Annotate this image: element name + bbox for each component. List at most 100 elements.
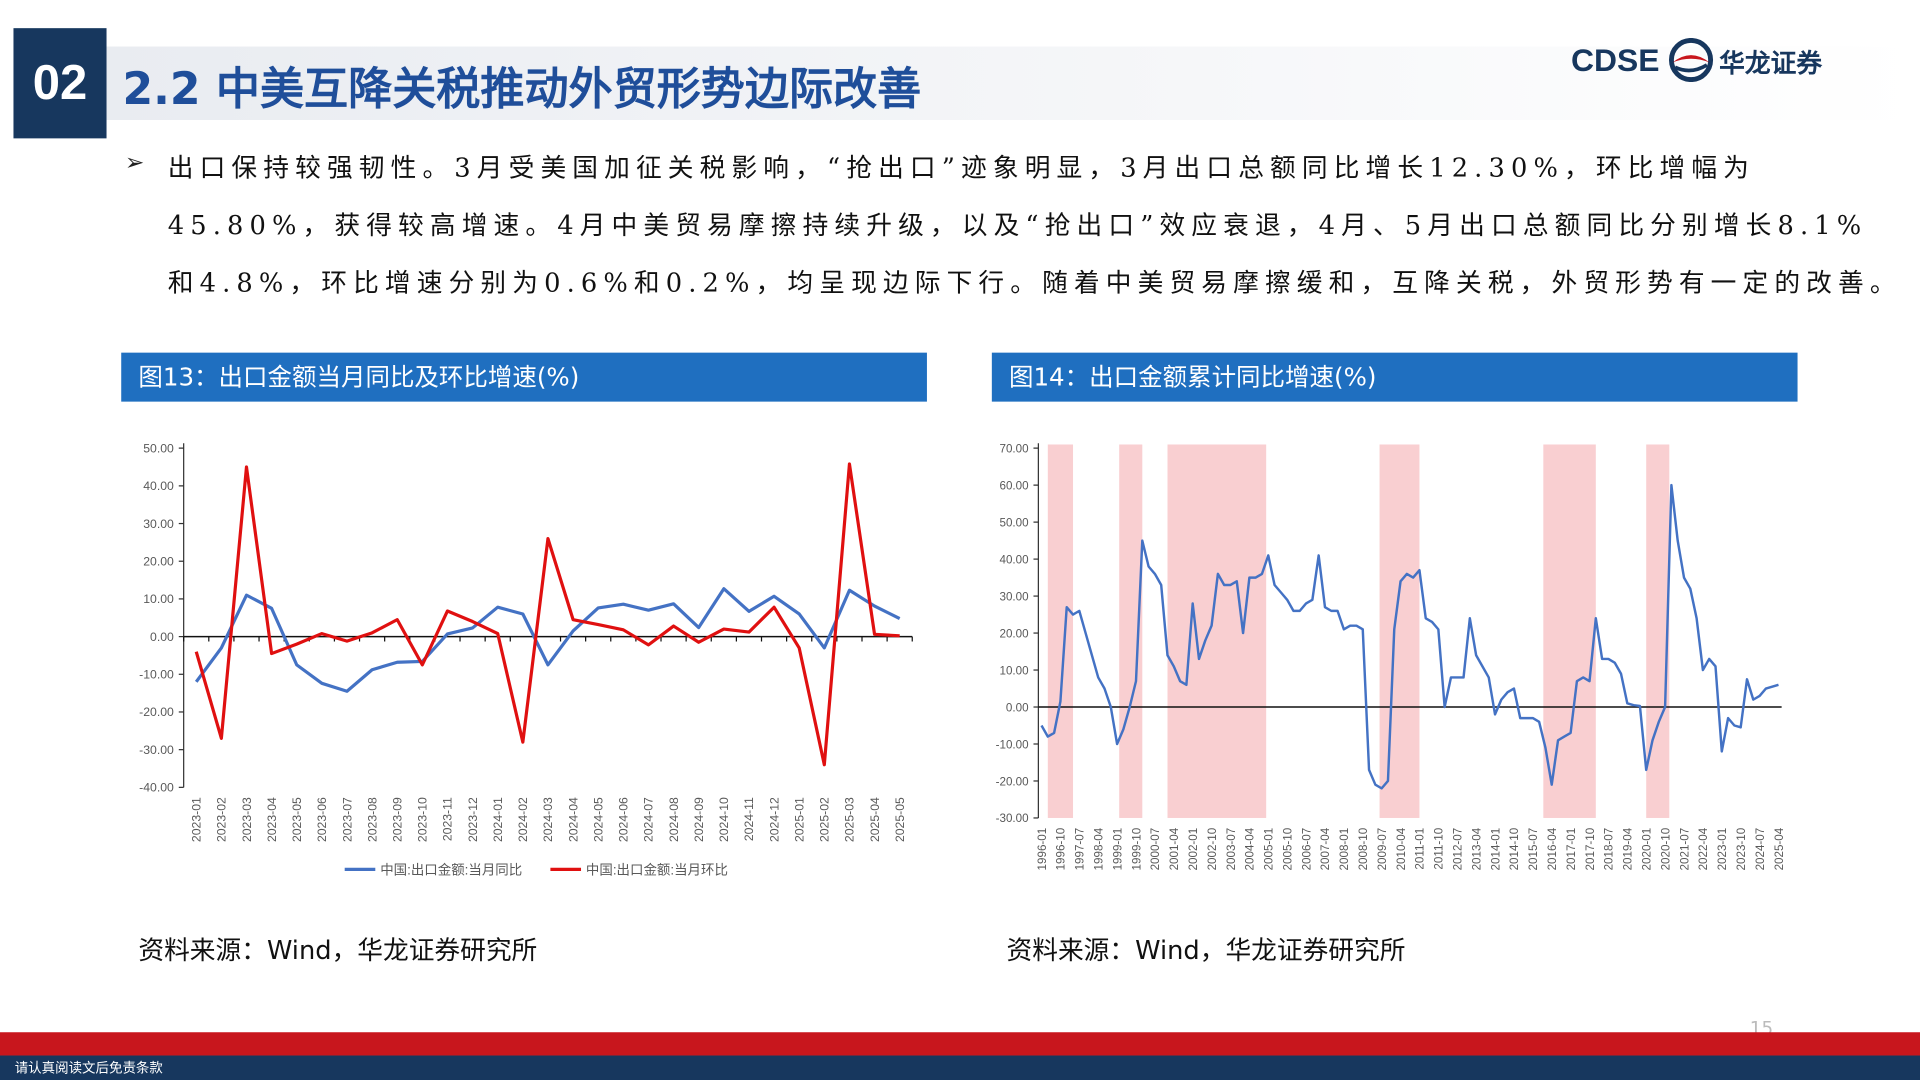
x-tick-label: 2024-10 <box>717 797 731 842</box>
x-tick-label: 2024-05 <box>591 797 605 842</box>
y-tick-label: 0.00 <box>1006 701 1029 714</box>
x-tick-label: 2005-01 <box>1263 828 1276 871</box>
x-tick-label: 2024-02 <box>516 797 530 842</box>
x-tick-label: 2023-01 <box>190 797 204 842</box>
x-tick-label: 2023-02 <box>215 797 229 842</box>
x-tick-label: 2001-04 <box>1168 827 1181 870</box>
x-tick-label: 2003-07 <box>1225 828 1238 871</box>
legend-label: 中国:出口金额:当月同比 <box>380 862 522 877</box>
x-tick-label: 2025-04 <box>1773 827 1786 870</box>
x-tick-label: 2022-04 <box>1697 827 1710 870</box>
x-tick-label: 2023-03 <box>240 797 254 842</box>
footer-band <box>0 1055 1920 1080</box>
series-line <box>194 462 900 767</box>
y-tick-label: -30.00 <box>996 812 1029 825</box>
y-tick-label: 20.00 <box>999 627 1029 640</box>
y-tick-label: 10.00 <box>143 592 174 606</box>
x-tick-label: 2006-07 <box>1300 828 1313 871</box>
x-tick-label: 2025-02 <box>818 797 832 842</box>
body-line: 和4.8%，环比增速分别为0.6%和0.2%，均呈现边际下行。随着中美贸易摩擦缓… <box>167 268 1902 298</box>
series-line <box>1040 483 1779 790</box>
x-tick-label: 2024-09 <box>692 797 706 842</box>
x-tick-label: 1996-01 <box>1036 828 1049 871</box>
x-tick-label: 2024-07 <box>642 797 656 842</box>
section-number: 02 <box>13 28 107 139</box>
x-tick-label: 2004-04 <box>1244 827 1257 870</box>
x-tick-label: 2024-06 <box>617 797 631 842</box>
x-tick-label: 2011-01 <box>1414 828 1427 870</box>
source-note: 资料来源：Wind，华龙证券研究所 <box>1006 935 1406 965</box>
x-tick-label: 2024-08 <box>667 797 681 842</box>
x-tick-label: 2025-01 <box>792 797 806 842</box>
x-tick-label: 2023-08 <box>365 797 379 842</box>
x-tick-label: 2024-07 <box>1754 828 1767 871</box>
x-tick-label: 2023-01 <box>1716 828 1729 871</box>
legend-label: 中国:出口金额:当月环比 <box>586 862 728 877</box>
chart: -40.00 -30.00 -20.00 -10.00 0.00 10.00 20.00 30… <box>139 441 913 877</box>
x-tick-label: 1997-07 <box>1074 828 1087 871</box>
bullet: ➢ <box>124 149 145 177</box>
x-tick-label: 2007-04 <box>1319 827 1332 870</box>
y-tick-label: -10.00 <box>996 738 1029 751</box>
y-tick-label: 50.00 <box>143 441 174 455</box>
shaded-period <box>1047 444 1074 818</box>
x-tick-label: 2020-01 <box>1640 828 1653 871</box>
body-line: 出口保持较强韧性。3月受美国加征关税影响，“抢出口”迹象明显，3月出口总额同比增… <box>167 153 1756 183</box>
x-tick-label: 2023-07 <box>340 797 354 842</box>
x-tick-label: 2010-04 <box>1395 827 1408 870</box>
shaded-period <box>1646 444 1670 818</box>
x-tick-label: 2015-07 <box>1527 828 1540 871</box>
x-tick-label: 2024-03 <box>541 797 555 842</box>
x-tick-label: 1996-10 <box>1055 827 1068 870</box>
y-tick-label: 40.00 <box>143 479 174 493</box>
x-tick-label: 2021-07 <box>1678 828 1691 871</box>
y-tick-label: 30.00 <box>143 517 174 531</box>
x-tick-label: 2000-07 <box>1149 828 1162 871</box>
chart: -30.00 -20.00 -10.00 0.00 10.00 20.00 30.00 40.… <box>996 442 1786 871</box>
y-tick-label: 0.00 <box>150 630 174 644</box>
y-tick-label: -30.00 <box>139 743 174 757</box>
y-tick-label: 50.00 <box>999 516 1029 529</box>
x-tick-label: 2024-04 <box>566 797 580 842</box>
x-tick-label: 2017-01 <box>1565 828 1578 871</box>
x-tick-label: 1998-04 <box>1092 827 1105 870</box>
y-tick-label: 20.00 <box>143 555 174 569</box>
footer-band <box>0 1032 1920 1056</box>
company-name: 华龙证券 <box>1719 48 1823 79</box>
x-tick-label: 2014-10 <box>1508 827 1521 870</box>
x-tick-label: 2017-10 <box>1584 827 1597 870</box>
source-note: 资料来源：Wind，华龙证券研究所 <box>138 935 538 965</box>
shaded-period <box>1379 444 1420 818</box>
body-line: 45.80%，获得较高增速。4月中美贸易摩擦持续升级，以及“抢出口”效应衰退，4… <box>167 210 1868 240</box>
logo-icon <box>1668 37 1714 83</box>
shaded-period <box>1543 444 1596 818</box>
x-tick-label: 2014-01 <box>1489 828 1502 871</box>
title-band <box>106 46 1920 121</box>
x-tick-label: 2012-07 <box>1452 828 1465 871</box>
x-tick-label: 2023-12 <box>466 797 480 842</box>
x-tick-label: 2016-04 <box>1546 827 1559 870</box>
x-tick-label: 2002-10 <box>1206 827 1219 870</box>
chart-caption: 图14：出口金额累计同比增速(%) <box>991 352 1798 402</box>
x-tick-label: 2025-03 <box>843 797 857 842</box>
x-tick-label: 2025-04 <box>868 797 882 842</box>
x-tick-label: 1999-10 <box>1130 827 1143 870</box>
x-tick-label: 2002-01 <box>1187 828 1200 871</box>
x-tick-label: 2008-10 <box>1357 827 1370 870</box>
x-tick-label: 2024-01 <box>491 797 505 842</box>
slide-title: 2.2 中美互降关税推动外贸形势边际改善 <box>122 64 922 116</box>
shaded-period <box>1167 444 1267 818</box>
x-tick-label: 2023-05 <box>290 797 304 842</box>
y-tick-label: -10.00 <box>139 668 174 682</box>
y-tick-label: 30.00 <box>999 590 1029 603</box>
x-tick-label: 2019-04 <box>1622 827 1635 870</box>
logo-text: CDSE <box>1571 41 1660 79</box>
x-tick-label: 1999-01 <box>1111 828 1124 871</box>
x-tick-label: 2024-12 <box>767 797 781 842</box>
x-tick-label: 2023-10 <box>1735 827 1748 870</box>
x-tick-label: 2025-05 <box>893 797 907 842</box>
y-tick-label: -40.00 <box>139 781 174 795</box>
x-tick-label: 2023-06 <box>315 797 329 842</box>
